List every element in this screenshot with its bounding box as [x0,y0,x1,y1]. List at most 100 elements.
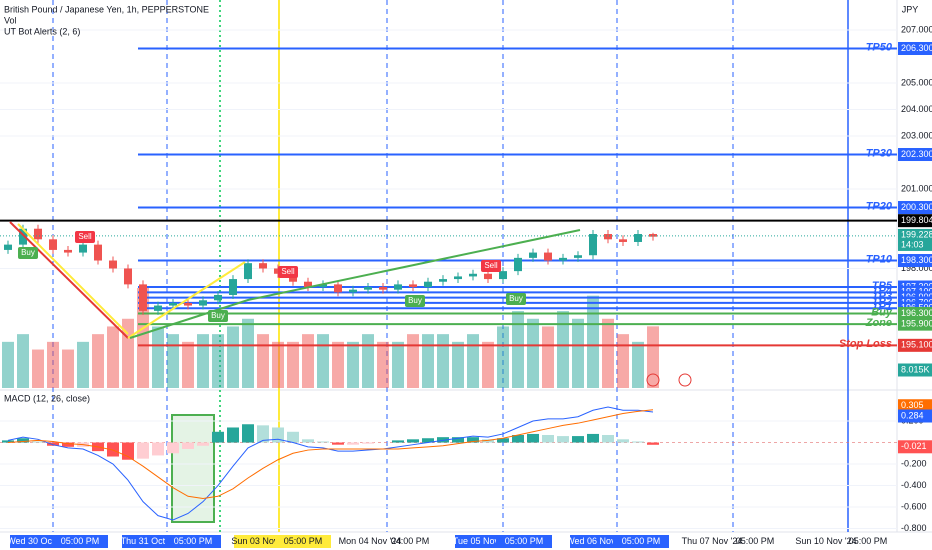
candle-body [64,249,72,253]
volume-bar [167,334,179,388]
icon-emoji[interactable] [678,373,692,387]
macd-histogram-bar [512,435,524,443]
macd-histogram-bar [542,435,554,443]
last-price: 199.228 [901,229,932,239]
signal-bg [405,295,425,307]
macd-histogram-bar [602,435,614,443]
macd-line [7,406,654,521]
candle-body [4,244,12,250]
signal-label: Sell [78,232,92,241]
volume-bar [212,334,224,388]
candle-body [514,257,522,272]
macd-highlight-box [171,414,215,523]
y-tick-label: 201.000 [901,183,932,193]
volume-bar [347,341,359,388]
time-label: Sun 10 Nov '24 [795,536,856,546]
level-tag: 202.300 [901,149,932,159]
macd-histogram-bar [47,442,59,446]
macd-histogram-bar [362,442,374,444]
level-name: TP3 [872,291,892,303]
volume-bar [317,334,329,388]
candle-body [319,284,327,288]
volume-bar [77,341,89,388]
level-name: TP30 [866,147,893,159]
signal-bg [75,231,95,243]
candle-body [94,244,102,261]
icon-flash[interactable] [646,373,660,387]
candle-body [244,263,252,280]
candle-body [439,279,447,282]
signal-bg [506,293,526,305]
y-tick-label: 205.000 [901,77,932,87]
macd-histogram-bar [407,439,419,443]
time-label: Sun 03 Nov '24 [231,536,292,546]
volume-bar [302,334,314,388]
level-name: Zone [865,317,892,329]
candle-body [499,271,507,280]
macd-histogram-bar [302,439,314,443]
macd-histogram-bar [557,436,569,443]
candle-body [634,234,642,242]
indicator-vol: Vol [4,15,17,25]
macd-tick-label: -0.400 [901,480,927,490]
y-tick-label: 204.000 [901,104,932,114]
candle-body [379,287,387,290]
candle-body [349,289,357,293]
level-tag-bg [898,338,932,352]
time-label-bg [275,535,331,548]
macd-histogram-bar [17,438,29,443]
candle-body [454,276,462,280]
macd-histogram-bar [107,442,119,457]
volume-bar [467,334,479,388]
volume-bar [2,341,14,388]
macd-tick-label: -0.200 [901,458,927,468]
y-tick-label: 207.000 [901,24,932,34]
macd-histogram-bar [482,439,494,443]
macd-histogram-bar [392,440,404,443]
volume-bar [497,326,509,388]
macd-histogram-bar [617,439,629,443]
macd-line [7,409,654,499]
volume-bar [452,341,464,388]
up-trend-line [129,229,581,339]
candle-body [259,263,267,269]
macd-hist-tag-bg [898,440,932,454]
level-tag-bg [898,148,932,162]
down-trend-line-yellow [17,223,129,335]
level-name: TP50 [866,41,893,53]
volume-bar [587,295,599,388]
candle-body [49,239,57,250]
level-name: TP5 [872,280,893,292]
macd-histogram-bar [152,442,164,456]
candle-body [34,228,42,240]
up-trend-line-yellow [127,261,246,339]
time-label-bg [613,535,669,548]
level-tag: 196.300 [901,308,932,318]
candle-body [649,234,657,237]
macd-histogram-bar [62,442,74,447]
time-label: Thu 07 Nov '24 [682,536,743,546]
signal-bg [18,247,38,259]
volume-bar [197,334,209,388]
y-tick-label: 198.000 [901,263,932,273]
volume-bar [512,311,524,388]
volume-bar [557,311,569,388]
macd-tag-bg [898,409,932,423]
down-trend-line [9,221,129,339]
macd-histogram-bar [497,438,509,443]
level-tag: 200.300 [901,202,932,212]
time-label: 04:00 PM [391,536,430,546]
candle-body [124,268,132,285]
volume-bar [572,318,584,388]
volume-bar [617,334,629,388]
high-line-tag: 199.804 [901,215,932,225]
candle-body [334,284,342,293]
volume-bar [482,341,494,388]
macd-histogram-bar [272,427,284,443]
volume-bar [527,318,539,388]
signal-label: Buy [211,311,225,320]
macd-tag: 0.284 [901,410,924,420]
volume-bar [647,326,659,388]
time-label: 05:00 PM [622,536,661,546]
time-label-bg [165,535,221,548]
